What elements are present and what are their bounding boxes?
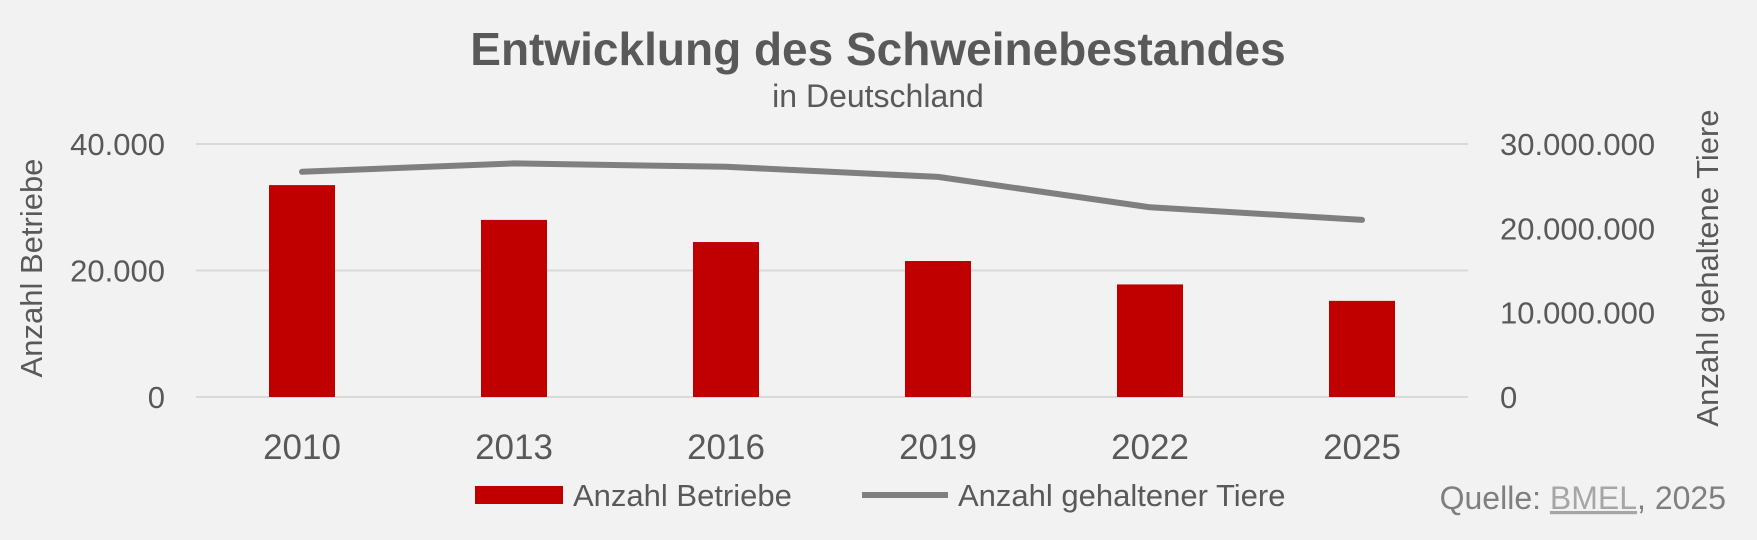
source-suffix: , 2025 <box>1637 480 1726 516</box>
legend: Anzahl Betriebe Anzahl gehaltener Tiere <box>475 478 1285 513</box>
legend-label-line: Anzahl gehaltener Tiere <box>958 478 1285 513</box>
x-tick-label: 2013 <box>475 428 553 467</box>
y2-tick-label: 10.000.000 <box>1500 296 1655 331</box>
source-note: Quelle: BMEL, 2025 <box>1440 480 1726 516</box>
source-link[interactable]: BMEL <box>1550 480 1637 516</box>
bar <box>481 219 547 397</box>
bar <box>693 242 759 397</box>
bar-series <box>269 185 1395 397</box>
y-tick-label: 20.000 <box>70 254 165 289</box>
y-tick-label: 40.000 <box>70 127 165 162</box>
y2-tick-label: 0 <box>1500 380 1517 415</box>
legend-label-bars: Anzahl Betriebe <box>573 478 792 513</box>
y-axis-right-ticks: 0 10.000.000 20.000.000 30.000.000 <box>1500 127 1655 415</box>
gridlines <box>196 143 1468 398</box>
x-axis-ticks: 2010 2013 2016 2019 2022 2025 <box>263 428 1401 467</box>
chart-subtitle: in Deutschland <box>772 78 984 114</box>
x-tick-label: 2019 <box>899 428 977 467</box>
line-series <box>299 160 1365 223</box>
x-tick-label: 2010 <box>263 428 341 467</box>
y-axis-left-title: Anzahl Betriebe <box>14 159 49 378</box>
x-tick-label: 2025 <box>1323 428 1401 467</box>
series-line <box>299 160 1365 223</box>
bar <box>1329 300 1395 397</box>
bar <box>905 261 971 397</box>
bar <box>269 185 335 397</box>
x-tick-label: 2016 <box>687 428 765 467</box>
line-point <box>301 171 303 173</box>
y2-tick-label: 20.000.000 <box>1500 211 1655 246</box>
bar <box>1117 284 1183 397</box>
line-point <box>725 166 727 168</box>
line-point <box>513 162 515 164</box>
chart-title: Entwicklung des Schweinebestandes <box>470 23 1285 75</box>
source-prefix: Quelle: <box>1440 480 1550 516</box>
x-tick-label: 2022 <box>1111 428 1189 467</box>
y2-tick-label: 30.000.000 <box>1500 127 1655 162</box>
y-axis-left-ticks: 0 20.000 40.000 <box>70 127 165 415</box>
line-point <box>937 176 939 178</box>
line-point <box>1149 206 1151 208</box>
line-point <box>1361 219 1363 221</box>
y-tick-label: 0 <box>148 380 165 415</box>
legend-swatch-bars <box>475 486 563 504</box>
y-axis-right-title: Anzahl gehaltene Tiere <box>1690 109 1725 426</box>
